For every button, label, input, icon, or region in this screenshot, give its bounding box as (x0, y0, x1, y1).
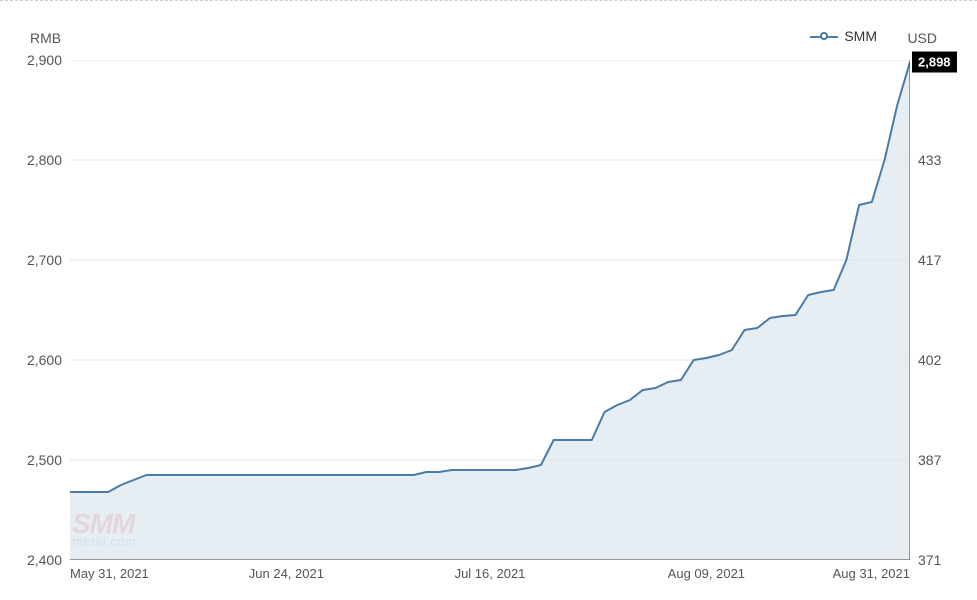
y-right-tick: 433 (918, 152, 941, 168)
price-chart: RMB USD SMM SMM metal.com 2,4002,5002,60… (0, 0, 977, 600)
watermark: SMM metal.com (72, 511, 136, 548)
y-right-tick: 371 (918, 552, 941, 568)
last-value-badge: 2,898 (912, 52, 957, 73)
plot-area[interactable]: SMM metal.com 2,4002,5002,6002,7002,8002… (70, 60, 910, 560)
y-left-tick: 2,400 (27, 552, 62, 568)
watermark-logo: SMM (72, 511, 136, 536)
y-right-tick: 387 (918, 452, 941, 468)
chart-svg (70, 60, 910, 560)
x-tick: Aug 31, 2021 (833, 566, 910, 581)
y-right-tick: 417 (918, 252, 941, 268)
y-axis-right-title: USD (907, 30, 937, 46)
y-axis-left-title: RMB (30, 30, 61, 46)
y-left-tick: 2,800 (27, 152, 62, 168)
y-left-tick: 2,600 (27, 352, 62, 368)
x-tick: Aug 09, 2021 (668, 566, 745, 581)
y-left-tick: 2,700 (27, 252, 62, 268)
y-left-tick: 2,900 (27, 52, 62, 68)
y-left-tick: 2,500 (27, 452, 62, 468)
legend-marker-icon (810, 30, 838, 42)
legend-label: SMM (844, 28, 877, 44)
y-right-tick: 402 (918, 352, 941, 368)
x-tick: Jul 16, 2021 (455, 566, 526, 581)
x-tick: Jun 24, 2021 (249, 566, 324, 581)
chart-legend[interactable]: SMM (810, 28, 877, 44)
top-dashed-border (0, 0, 977, 1)
x-tick: May 31, 2021 (70, 566, 149, 581)
watermark-url: metal.com (72, 536, 136, 548)
